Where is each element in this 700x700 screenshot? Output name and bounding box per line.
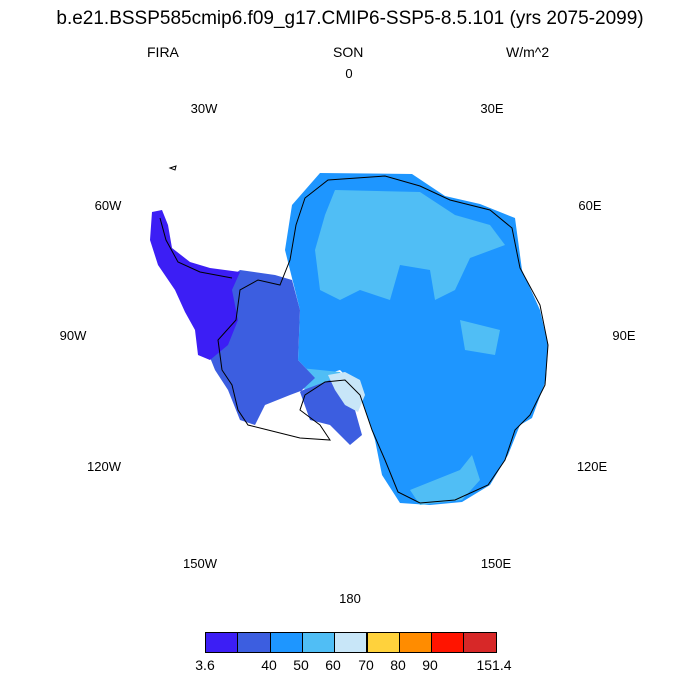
longitude-label: 30W <box>191 101 218 116</box>
region-ross-ice-shelf <box>328 372 365 412</box>
longitude-label: 150W <box>183 556 218 571</box>
region-plateau-patches <box>410 455 480 505</box>
longitude-label: 150E <box>481 556 512 571</box>
colorbar-label: 80 <box>390 657 406 673</box>
region-plateau-patches <box>460 320 500 355</box>
units-label: W/m^2 <box>506 44 550 60</box>
plot-title: b.e21.BSSP585cmip6.f09_g17.CMIP6-SSP5-8.… <box>56 8 644 29</box>
longitude-label: 120E <box>577 459 608 474</box>
season-label: SON <box>333 44 364 60</box>
island-outline <box>168 165 177 171</box>
longitude-label: 30E <box>480 101 503 116</box>
colorbar-swatch <box>334 632 368 653</box>
region-west-antarctica <box>205 270 362 445</box>
longitude-labels: 0 30E 60E 90E 120E 150E 180 150W 120W 90W 60W 30W <box>60 66 636 606</box>
longitude-label: 60W <box>95 198 122 213</box>
colorbar-label: 151.4 <box>476 657 512 673</box>
longitude-label: 90E <box>612 328 635 343</box>
longitude-label: 0 <box>345 66 352 81</box>
colorbar-label: 70 <box>358 657 374 673</box>
colorbar-swatch <box>205 632 239 653</box>
colorbar-swatch <box>366 632 400 653</box>
longitude-label: 90W <box>60 328 87 343</box>
colorbar-swatch <box>463 632 497 653</box>
region-peninsula <box>150 210 240 360</box>
coastline <box>217 175 549 504</box>
colorbar-swatch <box>431 632 465 653</box>
colorbar-label: 3.6 <box>195 657 215 673</box>
region-plateau-patches <box>315 190 505 300</box>
colorbar-swatch <box>269 632 303 653</box>
coastline-peninsula <box>159 217 233 279</box>
colorbar-swatch <box>301 632 336 653</box>
colorbar-label: 60 <box>325 657 341 673</box>
longitude-label: 120W <box>87 459 122 474</box>
longitude-label: 60E <box>578 198 601 213</box>
colorbar-label: 50 <box>293 657 309 673</box>
colorbar-label: 90 <box>422 657 438 673</box>
longitude-label: 180 <box>339 591 361 606</box>
colorbar-label: 40 <box>261 657 277 673</box>
variable-label: FIRA <box>147 44 179 60</box>
colorbar-swatch <box>237 632 271 653</box>
colorbar-swatch <box>398 632 433 653</box>
